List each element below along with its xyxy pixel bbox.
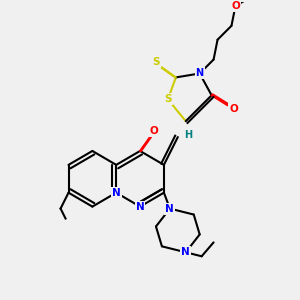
Text: N: N (136, 202, 144, 212)
Text: S: S (164, 94, 172, 104)
Text: H: H (184, 130, 192, 140)
Text: N: N (112, 188, 121, 198)
Text: N: N (182, 247, 190, 257)
Text: S: S (152, 56, 160, 67)
Text: N: N (166, 204, 174, 214)
Text: O: O (231, 1, 240, 11)
Text: N: N (196, 68, 204, 79)
Text: O: O (150, 126, 158, 136)
Text: O: O (229, 104, 238, 114)
